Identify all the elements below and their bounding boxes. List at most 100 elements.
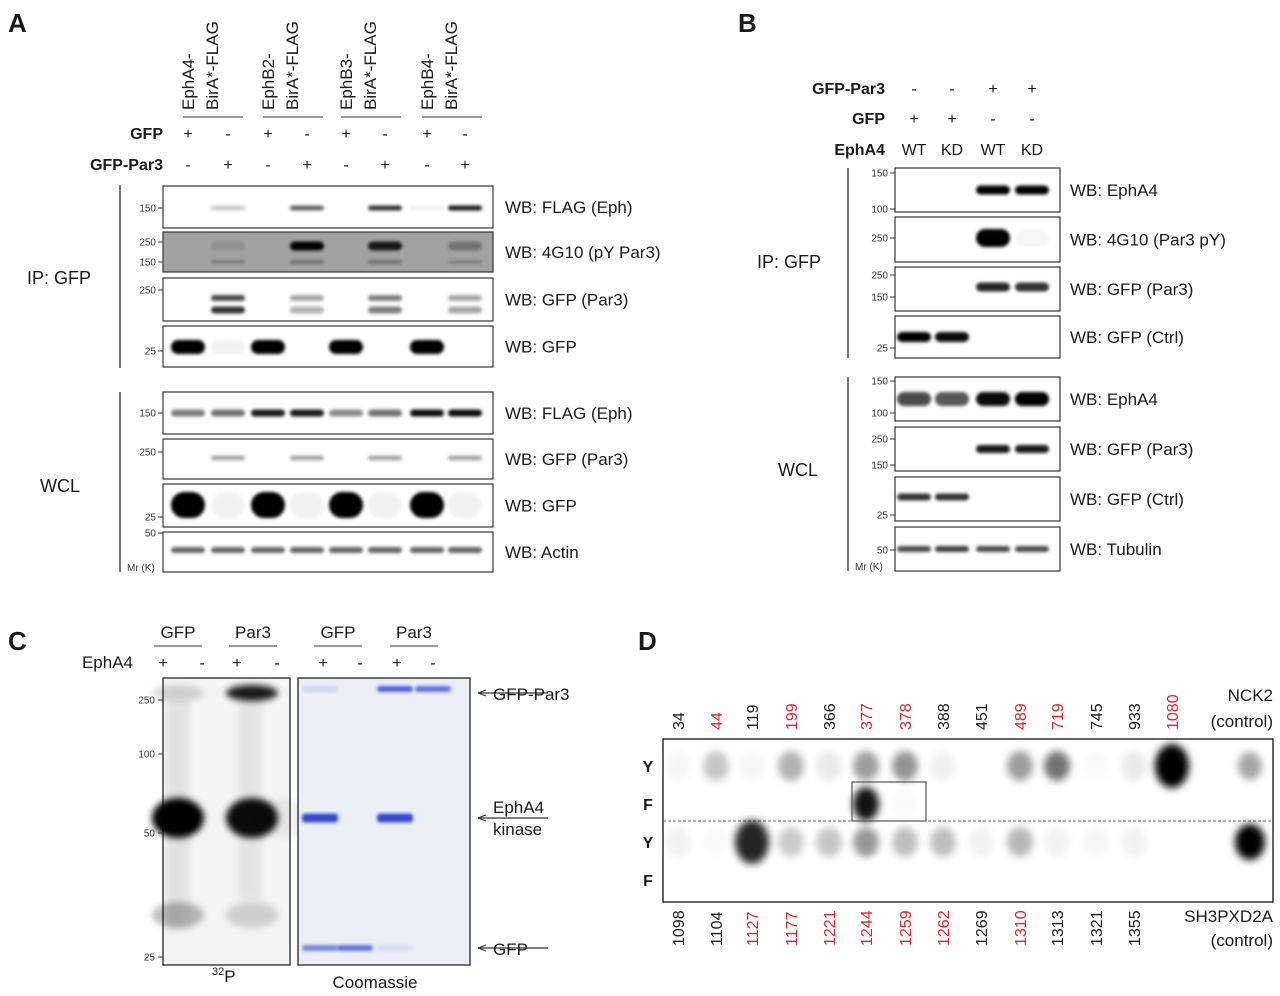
row-label: EphA4 [82,653,133,672]
autoradiograph-caption: 32P [212,966,236,986]
lane-sign: - [304,126,309,143]
band [290,295,324,301]
blot-label: WB: EphA4 [1070,390,1158,409]
band [410,205,444,211]
control-label: SH3PXD2A [1184,907,1273,926]
lane-sign: + [341,126,350,143]
residue-number: 1098 [671,910,688,946]
residue-number: 489 [1013,703,1030,730]
row-label: GFP-Par3 [812,81,885,98]
band [329,340,363,354]
spot-y [968,827,994,857]
blot-label: WB: EphA4 [1070,181,1158,200]
group-label: WCL [40,476,80,496]
coomassie-band [302,945,338,951]
spot-y [1121,827,1147,857]
band [211,260,245,264]
residue-number: 366 [822,703,839,730]
residue-number: 1080 [1165,694,1182,730]
band [251,340,285,354]
lane-sign: + [422,126,431,143]
marker-label: 250 [138,696,155,707]
spot-y [1044,751,1070,781]
band [368,205,402,211]
blot-label: WB: Tubulin [1070,540,1162,559]
marker-label: 50 [145,529,157,540]
residue-number: 1355 [1127,910,1144,946]
coomassie-band [337,945,373,951]
lane-sign: - [265,157,270,174]
panel-d: D Y F Y F 34 44 119 199 366 377 378 388 451 489 719 745 9… [638,626,1274,950]
lane-sign: - [911,81,916,98]
residue-number: 1262 [936,910,953,946]
lane-sign: + [392,655,401,672]
marker-label: 150 [139,409,156,420]
band [935,493,969,501]
band [448,260,482,264]
blot: 150 WB: FLAG (Eph) [139,185,633,229]
band [171,409,205,417]
blot: 150 100 WB: EphA4 [871,167,1158,216]
lane-sign: + [318,655,327,672]
lane-sign: KD [1021,142,1043,159]
marker-label: 50 [144,829,156,840]
band [368,260,402,264]
lane-sign: - [990,111,995,128]
marker-label: 100 [871,205,888,216]
construct-text: EphB4- [418,53,437,110]
blot: 150 100 WB: EphA4 [871,376,1158,422]
band [368,241,402,251]
band [448,547,482,553]
residue-number: 1259 [898,910,915,946]
blot: 250 WB: GFP (Par3) [139,277,628,322]
lane-sign: KD [941,142,963,159]
band [897,546,931,552]
lane-sign: - [225,126,230,143]
residue-number: 1310 [1013,910,1030,946]
marker-label: 150 [871,377,888,388]
row-label: EphA4 [834,142,885,159]
spot-y [930,751,956,781]
band [171,492,205,518]
band [290,241,324,251]
band [290,260,324,264]
blot-label: WB: FLAG (Eph) [505,404,633,423]
band [410,409,444,417]
residue-number: 44 [709,712,726,730]
control-label: (control) [1211,931,1273,950]
residue-number: 745 [1089,703,1106,730]
arrow-label-gfp-par3: GFP-Par3 [493,685,570,704]
residue-number: 378 [898,703,915,730]
residue-number: 1177 [784,911,801,946]
blot: 250 WB: GFP (Par3) [139,438,628,480]
construct-label: EphB4- BirA*-FLAG [418,21,461,110]
lane-sign: WT [902,142,927,159]
blot: 25 WB: GFP [145,325,577,368]
residue-number: 388 [936,703,953,730]
marker-label: 150 [871,461,888,472]
group-label: WCL [778,460,818,480]
lane-sign: - [1029,111,1034,128]
marker-label: 150 [871,293,888,304]
caption-text: P [224,967,235,986]
blot: 250 WB: 4G10 (Par3 pY) [871,216,1226,263]
marker-label: 25 [877,511,889,522]
control-label: (control) [1211,712,1273,731]
marker-label: 25 [145,513,157,524]
radio-smear [238,700,262,900]
band [976,229,1010,247]
spot-y [1083,827,1109,857]
marker-label: 250 [871,234,888,245]
residue-number: 933 [1127,703,1144,730]
arrow-label-epha4-kinase: EphA4 kinase [493,798,544,839]
group-label: IP: GFP [27,268,91,288]
blot-label: WB: GFP (Par3) [505,291,628,310]
marker-label: 250 [139,286,156,297]
spot-y [1044,827,1070,857]
spot-y [735,820,769,864]
blot: 25 WB: GFP (Ctrl) [877,476,1184,522]
spot-y [1083,751,1109,781]
lane-sign: - [357,655,362,672]
coomassie-band [377,945,413,951]
lane-sign: - [430,655,435,672]
